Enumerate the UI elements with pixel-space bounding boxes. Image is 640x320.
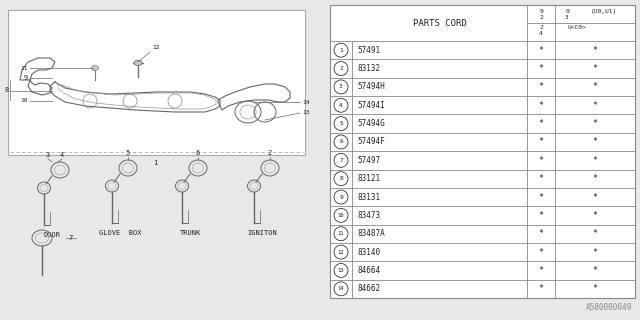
Text: *: *: [593, 211, 598, 220]
Text: *: *: [593, 138, 598, 147]
Text: 4: 4: [339, 103, 343, 108]
Text: *: *: [593, 193, 598, 202]
Text: 83121: 83121: [357, 174, 380, 183]
Text: 2: 2: [539, 25, 543, 30]
Text: 2: 2: [268, 150, 272, 156]
Text: IGNITON: IGNITON: [247, 230, 277, 236]
Text: 10: 10: [20, 99, 28, 103]
Text: A580000049: A580000049: [586, 303, 632, 312]
Text: 8: 8: [339, 176, 343, 181]
Text: *: *: [593, 101, 598, 110]
Text: 83132: 83132: [357, 64, 380, 73]
Text: 7: 7: [339, 158, 343, 163]
Text: 14: 14: [302, 100, 310, 105]
Text: *: *: [538, 229, 543, 238]
Text: *: *: [538, 284, 543, 293]
Text: *: *: [593, 174, 598, 183]
Text: 4: 4: [539, 31, 543, 36]
Text: *: *: [538, 156, 543, 165]
Text: TRUNK: TRUNK: [179, 230, 200, 236]
Text: 57491: 57491: [357, 46, 380, 55]
Text: *: *: [593, 46, 598, 55]
Polygon shape: [330, 5, 635, 298]
Text: *: *: [593, 248, 598, 257]
Text: 9: 9: [24, 75, 28, 81]
Text: 9: 9: [565, 9, 569, 14]
Text: 6: 6: [339, 140, 343, 144]
Text: 10: 10: [338, 213, 344, 218]
Text: 3: 3: [339, 84, 343, 89]
Text: 5: 5: [126, 150, 130, 156]
Text: GLOVE  BOX: GLOVE BOX: [99, 230, 141, 236]
Text: *: *: [593, 156, 598, 165]
Text: *: *: [593, 284, 598, 293]
Text: 1: 1: [153, 160, 157, 166]
Text: *: *: [593, 119, 598, 128]
Text: 7: 7: [68, 235, 72, 241]
Text: 83131: 83131: [357, 193, 380, 202]
Text: *: *: [538, 82, 543, 92]
Text: *: *: [538, 211, 543, 220]
Text: 13: 13: [338, 268, 344, 273]
Text: 2: 2: [339, 66, 343, 71]
Text: *: *: [538, 248, 543, 257]
Text: U<C0>: U<C0>: [567, 25, 586, 30]
Text: *: *: [538, 101, 543, 110]
Text: 11: 11: [338, 231, 344, 236]
Text: *: *: [593, 266, 598, 275]
Text: 83140: 83140: [357, 248, 380, 257]
Text: 2: 2: [539, 15, 543, 20]
Text: 57494H: 57494H: [357, 82, 385, 92]
Text: *: *: [593, 82, 598, 92]
Text: *: *: [593, 229, 598, 238]
Text: 9: 9: [339, 195, 343, 200]
Text: *: *: [538, 174, 543, 183]
Text: (U0,U1): (U0,U1): [591, 9, 617, 14]
Text: DOOR: DOOR: [44, 232, 61, 238]
Text: 57497: 57497: [357, 156, 380, 165]
Text: *: *: [538, 266, 543, 275]
Text: *: *: [593, 64, 598, 73]
Text: PARTS CORD: PARTS CORD: [413, 19, 467, 28]
Text: 3: 3: [46, 152, 50, 158]
Ellipse shape: [92, 66, 99, 70]
Text: 84664: 84664: [357, 266, 380, 275]
Text: 84662: 84662: [357, 284, 380, 293]
Text: 6: 6: [196, 150, 200, 156]
Text: 57494F: 57494F: [357, 138, 385, 147]
Text: 3: 3: [565, 15, 569, 20]
Text: 9: 9: [539, 9, 543, 14]
Text: 12: 12: [338, 250, 344, 255]
Text: 57494G: 57494G: [357, 119, 385, 128]
Text: *: *: [538, 138, 543, 147]
Text: 5: 5: [339, 121, 343, 126]
Text: 11: 11: [20, 66, 28, 70]
Text: 4: 4: [60, 152, 64, 158]
Text: 1: 1: [339, 48, 343, 53]
Text: *: *: [538, 64, 543, 73]
Text: *: *: [538, 46, 543, 55]
Text: 12: 12: [152, 45, 159, 50]
Text: *: *: [538, 193, 543, 202]
Text: 13: 13: [302, 110, 310, 116]
Text: *: *: [538, 119, 543, 128]
Text: 8: 8: [4, 87, 9, 93]
FancyBboxPatch shape: [8, 10, 305, 155]
Text: 14: 14: [338, 286, 344, 291]
Ellipse shape: [134, 60, 142, 66]
Text: 83487A: 83487A: [357, 229, 385, 238]
Text: 83473: 83473: [357, 211, 380, 220]
Text: 57494I: 57494I: [357, 101, 385, 110]
